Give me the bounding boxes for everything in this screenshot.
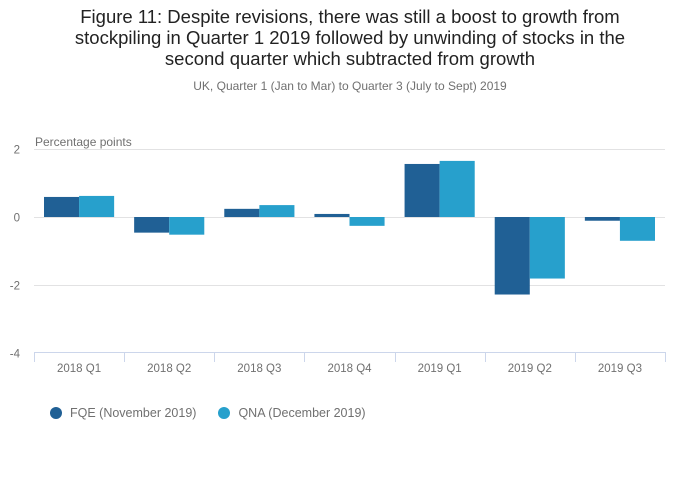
y-tick-label: 0 — [14, 213, 20, 225]
y-tick-label: 2 — [14, 145, 20, 157]
y-tick-label: -2 — [10, 281, 20, 293]
bar-qna-2018-q3[interactable] — [259, 205, 295, 217]
chart-title-line-1: Figure 11: Despite revisions, there was … — [80, 6, 620, 27]
bars — [44, 160, 655, 295]
legend-label-qna: QNA (December 2019) — [238, 406, 366, 420]
legend-item-fqe[interactable]: FQE (November 2019) — [50, 406, 196, 420]
legend-swatch-qna — [218, 407, 231, 419]
bar-fqe-2018-q4[interactable] — [314, 213, 350, 217]
legend-swatch-fqe — [50, 407, 62, 419]
bar-fqe-2018-q2[interactable] — [134, 217, 170, 233]
chart-title-line-2: stockpiling in Quarter 1 2019 followed b… — [74, 27, 626, 48]
y-axis-label: Percentage points — [35, 135, 132, 149]
x-tick-label: 2019 Q2 — [508, 363, 552, 375]
x-tick-label: 2018 Q4 — [327, 363, 372, 375]
bar-fqe-2019-q2[interactable] — [494, 217, 530, 295]
bar-fqe-2019-q3[interactable] — [584, 217, 620, 221]
x-tick-label: 2018 Q1 — [57, 363, 101, 375]
bar-qna-2019-q3[interactable] — [619, 217, 655, 241]
bar-fqe-2018-q1[interactable] — [44, 196, 80, 217]
legend: FQE (November 2019) QNA (December 2019) — [50, 406, 388, 420]
bar-qna-2018-q1[interactable] — [79, 195, 115, 217]
y-tick-label: -4 — [10, 349, 21, 361]
bar-qna-2018-q4[interactable] — [349, 217, 385, 226]
bar-qna-2019-q2[interactable] — [529, 217, 565, 279]
legend-item-qna[interactable]: QNA (December 2019) — [218, 406, 366, 420]
bar-fqe-2019-q1[interactable] — [404, 163, 440, 217]
chart-title: Figure 11: Despite revisions, there was … — [0, 6, 700, 69]
bar-qna-2019-q1[interactable] — [439, 160, 475, 217]
y-axis-ticks: 2 0 -2 -4 — [10, 145, 21, 361]
chart-subtitle: UK, Quarter 1 (Jan to Mar) to Quarter 3 … — [193, 79, 507, 93]
legend-label-fqe: FQE (November 2019) — [70, 406, 197, 420]
bar-qna-2018-q2[interactable] — [169, 217, 205, 235]
x-axis: 2018 Q1 2018 Q2 2018 Q3 2018 Q4 2019 Q1 2019 … — [34, 352, 666, 375]
x-tick-label: 2018 Q2 — [147, 363, 191, 375]
bar-fqe-2018-q3[interactable] — [224, 208, 260, 217]
chart-title-line-3: second quarter which subtracted from gro… — [164, 48, 536, 69]
x-tick-label: 2019 Q3 — [598, 363, 642, 375]
x-tick-label: 2019 Q1 — [418, 363, 462, 375]
x-tick-label: 2018 Q3 — [237, 363, 281, 375]
